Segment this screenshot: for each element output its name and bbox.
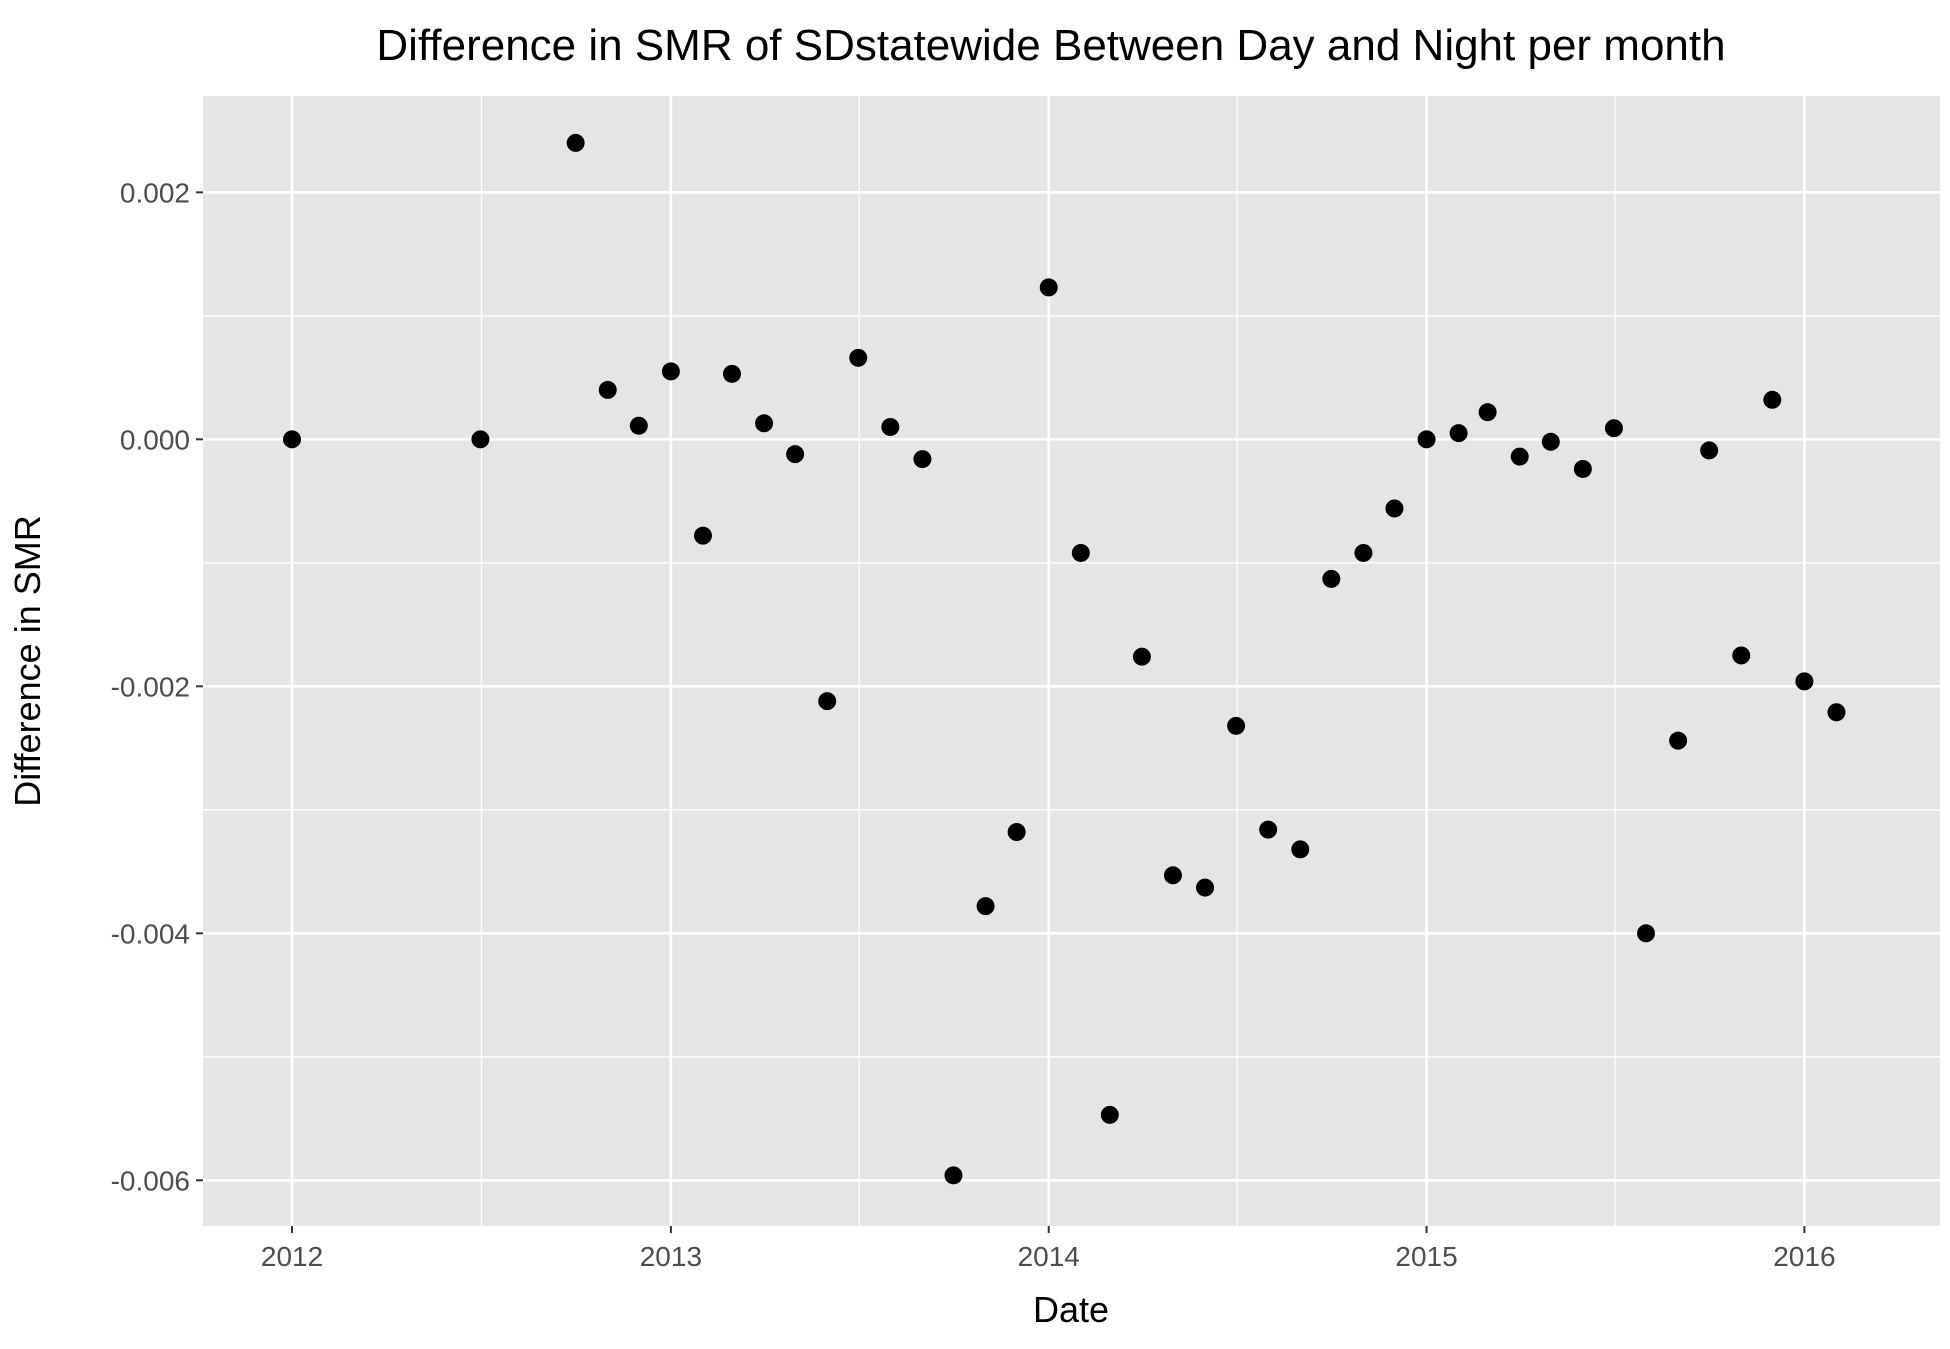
data-point [1827,703,1846,722]
data-points [283,133,1846,1185]
data-point [1163,866,1182,885]
data-point [1669,731,1688,750]
data-point [944,1166,963,1185]
data-point [1132,647,1151,666]
data-point [1541,432,1560,451]
data-point [1604,419,1623,438]
data-point [976,897,995,916]
data-point [913,450,932,469]
data-point [693,526,712,545]
data-point [881,417,900,436]
data-point [786,445,805,464]
data-point [818,692,837,711]
data-point [1196,878,1215,897]
plot-panel [203,96,1940,1226]
data-point [1573,459,1592,478]
chart-title: Difference in SMR of SDstatewide Between… [376,21,1725,70]
data-point [1449,424,1468,443]
gridlines [203,96,1940,1226]
data-point [566,133,585,152]
x-tick-label: 2012 [261,1241,323,1272]
x-tick-label: 2013 [640,1241,702,1272]
x-tick-label: 2016 [1773,1241,1835,1272]
data-point [722,364,741,383]
data-point [1039,278,1058,297]
data-point [1071,543,1090,562]
data-point [1637,924,1656,943]
data-point [629,416,648,435]
data-point [1259,820,1278,839]
data-point [1227,716,1246,735]
data-point [1007,823,1026,842]
x-axis-title: Date [1033,1289,1109,1330]
data-point [849,348,868,367]
data-point [1291,840,1310,859]
data-point [1700,441,1719,460]
y-tick-label: 0.000 [120,424,190,455]
data-point [755,414,774,433]
y-tick-label: 0.002 [120,177,190,208]
data-point [661,362,680,381]
data-point [1478,403,1497,422]
data-point [1417,430,1436,449]
data-point [1100,1105,1119,1124]
data-point [1763,390,1782,409]
data-point [1732,646,1751,665]
y-tick-label: -0.004 [111,918,190,949]
y-tick-label: -0.006 [111,1165,190,1196]
data-point [1385,499,1404,518]
x-tick-label: 2015 [1395,1241,1457,1272]
data-point [283,430,302,449]
data-point [1322,569,1341,588]
data-point [471,430,490,449]
y-tick-label: -0.002 [111,671,190,702]
axes: 2012 2013 2014 2015 2016 0.002 0.000 -0.002 -0.0… [111,177,1836,1272]
y-axis-title: Difference in SMR [7,515,48,806]
x-tick-label: 2014 [1018,1241,1080,1272]
data-point [1354,543,1373,562]
data-point [598,380,617,399]
data-point [1510,447,1529,466]
data-point [1795,672,1814,691]
